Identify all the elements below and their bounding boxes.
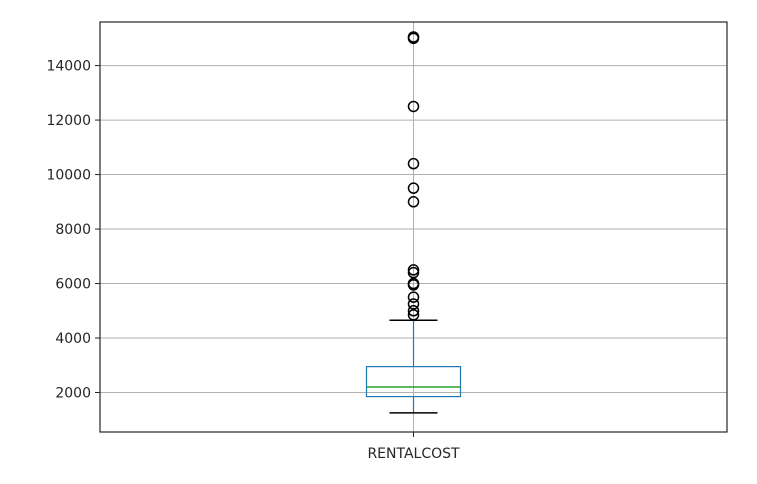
outlier-point (407, 298, 420, 310)
iqr-box (365, 366, 462, 398)
outlier-point (407, 31, 420, 43)
grid-layer (100, 22, 727, 432)
y-tick-label: 6000 (55, 277, 91, 293)
outlier-point (407, 277, 420, 290)
outlier-point (407, 182, 420, 194)
y-axis: 2000 4000 6000 8000 10000 12000 14000 (46, 59, 100, 401)
outlier-point (407, 291, 420, 303)
y-tick-label: 12000 (46, 113, 91, 129)
box-layer (365, 31, 462, 414)
x-axis: RENTALCOST (367, 432, 460, 462)
y-tick-label: 4000 (55, 331, 91, 347)
y-tick-label: 14000 (46, 59, 91, 75)
outlier-point (407, 196, 420, 208)
outlier-point (407, 305, 420, 317)
outlier-point (407, 309, 420, 321)
outlier-point (407, 264, 420, 276)
outlier-point (407, 100, 420, 113)
outlier-point (407, 157, 420, 170)
y-tick-label: 8000 (55, 222, 91, 238)
y-tick-label: 2000 (55, 385, 91, 401)
x-tick-label: RENTALCOST (367, 446, 460, 462)
y-tick-label: 10000 (46, 168, 91, 184)
